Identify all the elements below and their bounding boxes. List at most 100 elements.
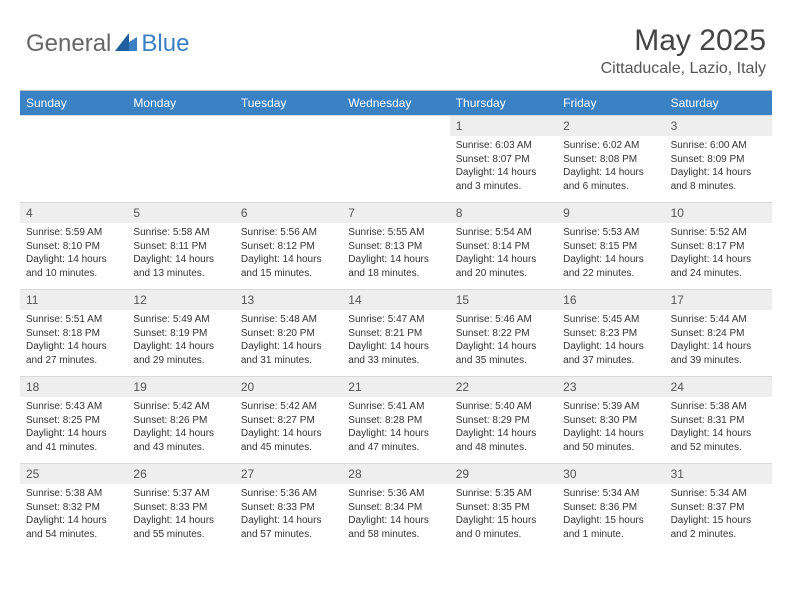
day-info: Sunrise: 5:36 AMSunset: 8:34 PMDaylight:…: [342, 484, 449, 547]
day-info: Sunrise: 5:58 AMSunset: 8:11 PMDaylight:…: [127, 223, 234, 286]
sunset-text: Sunset: 8:29 PM: [456, 414, 551, 428]
sunrise-text: Sunrise: 5:59 AM: [26, 226, 121, 240]
weekday-friday: Friday: [557, 91, 664, 115]
sunrise-text: Sunrise: 5:34 AM: [563, 487, 658, 501]
sunrise-text: Sunrise: 5:42 AM: [241, 400, 336, 414]
logo-triangle-icon: [115, 30, 137, 58]
day-number: 16: [557, 290, 664, 310]
sunrise-text: Sunrise: 5:55 AM: [348, 226, 443, 240]
daylight-text: Daylight: 14 hours and 18 minutes.: [348, 253, 443, 280]
daylight-text: Daylight: 14 hours and 39 minutes.: [671, 340, 766, 367]
daylight-text: Daylight: 15 hours and 2 minutes.: [671, 514, 766, 541]
sunrise-text: Sunrise: 5:48 AM: [241, 313, 336, 327]
day-cell: [235, 116, 342, 202]
day-info: Sunrise: 5:56 AMSunset: 8:12 PMDaylight:…: [235, 223, 342, 286]
day-cell: 23Sunrise: 5:39 AMSunset: 8:30 PMDayligh…: [557, 377, 664, 463]
day-info: Sunrise: 5:52 AMSunset: 8:17 PMDaylight:…: [665, 223, 772, 286]
sunrise-text: Sunrise: 5:56 AM: [241, 226, 336, 240]
sunrise-text: Sunrise: 6:03 AM: [456, 139, 551, 153]
day-info: Sunrise: 5:46 AMSunset: 8:22 PMDaylight:…: [450, 310, 557, 373]
day-info: Sunrise: 5:47 AMSunset: 8:21 PMDaylight:…: [342, 310, 449, 373]
sunset-text: Sunset: 8:31 PM: [671, 414, 766, 428]
daylight-text: Daylight: 14 hours and 57 minutes.: [241, 514, 336, 541]
day-number: 17: [665, 290, 772, 310]
daylight-text: Daylight: 14 hours and 54 minutes.: [26, 514, 121, 541]
daylight-text: Daylight: 14 hours and 13 minutes.: [133, 253, 228, 280]
day-cell: 26Sunrise: 5:37 AMSunset: 8:33 PMDayligh…: [127, 464, 234, 550]
day-info: Sunrise: 5:48 AMSunset: 8:20 PMDaylight:…: [235, 310, 342, 373]
day-number: 21: [342, 377, 449, 397]
sunrise-text: Sunrise: 5:46 AM: [456, 313, 551, 327]
logo: General Blue: [26, 24, 189, 58]
day-cell: 27Sunrise: 5:36 AMSunset: 8:33 PMDayligh…: [235, 464, 342, 550]
day-cell: 25Sunrise: 5:38 AMSunset: 8:32 PMDayligh…: [20, 464, 127, 550]
day-cell: 15Sunrise: 5:46 AMSunset: 8:22 PMDayligh…: [450, 290, 557, 376]
sunset-text: Sunset: 8:12 PM: [241, 240, 336, 254]
sunset-text: Sunset: 8:14 PM: [456, 240, 551, 254]
sunset-text: Sunset: 8:32 PM: [26, 501, 121, 515]
day-number: 8: [450, 203, 557, 223]
weekday-monday: Monday: [127, 91, 234, 115]
day-number: 11: [20, 290, 127, 310]
sunrise-text: Sunrise: 6:02 AM: [563, 139, 658, 153]
day-number: 31: [665, 464, 772, 484]
day-cell: 10Sunrise: 5:52 AMSunset: 8:17 PMDayligh…: [665, 203, 772, 289]
day-number: 10: [665, 203, 772, 223]
day-number: 13: [235, 290, 342, 310]
sunrise-text: Sunrise: 5:39 AM: [563, 400, 658, 414]
day-cell: 14Sunrise: 5:47 AMSunset: 8:21 PMDayligh…: [342, 290, 449, 376]
daylight-text: Daylight: 14 hours and 47 minutes.: [348, 427, 443, 454]
sunset-text: Sunset: 8:37 PM: [671, 501, 766, 515]
week-row: 11Sunrise: 5:51 AMSunset: 8:18 PMDayligh…: [20, 289, 772, 376]
daylight-text: Daylight: 15 hours and 0 minutes.: [456, 514, 551, 541]
day-number: 5: [127, 203, 234, 223]
sunrise-text: Sunrise: 5:40 AM: [456, 400, 551, 414]
week-row: 1Sunrise: 6:03 AMSunset: 8:07 PMDaylight…: [20, 115, 772, 202]
day-number: 12: [127, 290, 234, 310]
day-cell: 3Sunrise: 6:00 AMSunset: 8:09 PMDaylight…: [665, 116, 772, 202]
day-number: 9: [557, 203, 664, 223]
day-cell: 17Sunrise: 5:44 AMSunset: 8:24 PMDayligh…: [665, 290, 772, 376]
sunset-text: Sunset: 8:10 PM: [26, 240, 121, 254]
day-info: Sunrise: 5:39 AMSunset: 8:30 PMDaylight:…: [557, 397, 664, 460]
day-cell: 22Sunrise: 5:40 AMSunset: 8:29 PMDayligh…: [450, 377, 557, 463]
daylight-text: Daylight: 14 hours and 20 minutes.: [456, 253, 551, 280]
daylight-text: Daylight: 14 hours and 55 minutes.: [133, 514, 228, 541]
day-info: Sunrise: 5:41 AMSunset: 8:28 PMDaylight:…: [342, 397, 449, 460]
sunrise-text: Sunrise: 5:42 AM: [133, 400, 228, 414]
sunset-text: Sunset: 8:27 PM: [241, 414, 336, 428]
title-block: May 2025 Cittaducale, Lazio, Italy: [601, 24, 766, 78]
sunset-text: Sunset: 8:34 PM: [348, 501, 443, 515]
sunrise-text: Sunrise: 5:36 AM: [348, 487, 443, 501]
sunset-text: Sunset: 8:08 PM: [563, 153, 658, 167]
day-info: Sunrise: 5:36 AMSunset: 8:33 PMDaylight:…: [235, 484, 342, 547]
day-info: Sunrise: 5:51 AMSunset: 8:18 PMDaylight:…: [20, 310, 127, 373]
day-info: Sunrise: 5:38 AMSunset: 8:32 PMDaylight:…: [20, 484, 127, 547]
day-cell: 24Sunrise: 5:38 AMSunset: 8:31 PMDayligh…: [665, 377, 772, 463]
day-number: 7: [342, 203, 449, 223]
daylight-text: Daylight: 14 hours and 48 minutes.: [456, 427, 551, 454]
sunrise-text: Sunrise: 5:52 AM: [671, 226, 766, 240]
day-number: 18: [20, 377, 127, 397]
day-cell: 8Sunrise: 5:54 AMSunset: 8:14 PMDaylight…: [450, 203, 557, 289]
sunset-text: Sunset: 8:33 PM: [133, 501, 228, 515]
day-cell: 6Sunrise: 5:56 AMSunset: 8:12 PMDaylight…: [235, 203, 342, 289]
logo-text-1: General: [26, 30, 111, 58]
day-info: Sunrise: 5:38 AMSunset: 8:31 PMDaylight:…: [665, 397, 772, 460]
daylight-text: Daylight: 14 hours and 6 minutes.: [563, 166, 658, 193]
daylight-text: Daylight: 14 hours and 45 minutes.: [241, 427, 336, 454]
day-number: 27: [235, 464, 342, 484]
day-info: Sunrise: 5:49 AMSunset: 8:19 PMDaylight:…: [127, 310, 234, 373]
day-number: 4: [20, 203, 127, 223]
day-info: Sunrise: 5:42 AMSunset: 8:26 PMDaylight:…: [127, 397, 234, 460]
sunset-text: Sunset: 8:33 PM: [241, 501, 336, 515]
sunrise-text: Sunrise: 5:37 AM: [133, 487, 228, 501]
day-cell: 1Sunrise: 6:03 AMSunset: 8:07 PMDaylight…: [450, 116, 557, 202]
sunset-text: Sunset: 8:15 PM: [563, 240, 658, 254]
sunrise-text: Sunrise: 5:45 AM: [563, 313, 658, 327]
day-info: Sunrise: 5:59 AMSunset: 8:10 PMDaylight:…: [20, 223, 127, 286]
daylight-text: Daylight: 14 hours and 29 minutes.: [133, 340, 228, 367]
sunset-text: Sunset: 8:24 PM: [671, 327, 766, 341]
sunrise-text: Sunrise: 5:41 AM: [348, 400, 443, 414]
day-info: Sunrise: 5:37 AMSunset: 8:33 PMDaylight:…: [127, 484, 234, 547]
